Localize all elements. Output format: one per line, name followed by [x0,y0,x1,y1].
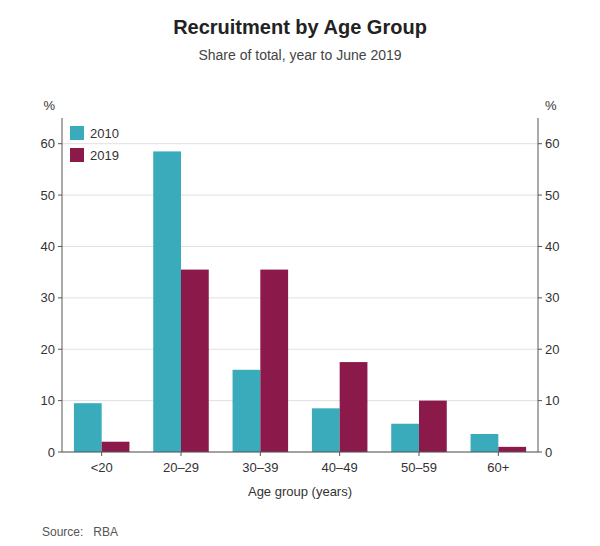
legend-swatch [70,148,84,162]
y2-tick [538,400,542,401]
grid-line [62,246,538,247]
y2-axis-line [538,118,539,452]
y-tick [58,195,62,196]
bar [471,434,499,452]
x-tick [181,452,182,456]
y2-tick-label: 0 [545,445,552,460]
grid-line [62,349,538,350]
grid-line [62,195,538,196]
y2-tick [538,297,542,298]
x-tick-label: 30–39 [242,460,278,475]
x-axis-label: Age group (years) [248,484,352,499]
bars [74,151,526,452]
y2-tick-label: 60 [545,136,559,151]
y2-tick-label: 30 [545,290,559,305]
grid-line [62,400,538,401]
grid [62,144,538,452]
x-tick [498,452,499,456]
x-tick-label: 20–29 [163,460,199,475]
bar [153,151,181,452]
x-tick-label: 50–59 [401,460,437,475]
y-tick [58,143,62,144]
y2-tick [538,349,542,350]
bar [181,270,209,452]
y-tick-label: 30 [41,290,55,305]
y2-tick-label: 50 [545,188,559,203]
y-tick-label: 50 [41,188,55,203]
bar [391,424,419,452]
x-tick [339,452,340,456]
y-axis-label: % [43,98,55,113]
x-tick [101,452,102,456]
y2-tick-label: 10 [545,393,559,408]
x-axis-line [62,452,538,453]
y-tick [58,246,62,247]
x-tick [419,452,420,456]
grid-line [62,297,538,298]
title: Recruitment by Age Group [173,16,427,38]
y-tick-label: 20 [41,342,55,357]
grid-line [62,143,538,144]
source: Source: RBA [42,525,118,539]
bar [74,403,102,452]
y-tick [58,349,62,350]
chart-svg: Recruitment by Age Group Share of total, … [0,0,600,546]
y-tick-label: 60 [41,136,55,151]
y-tick-label: 0 [48,445,55,460]
y-tick-label: 10 [41,393,55,408]
y-tick [58,297,62,298]
bar [102,442,130,452]
legend-label: 2019 [90,148,119,163]
x-tick-label: 40–49 [322,460,358,475]
bar [312,408,340,452]
y-tick-label: 40 [41,239,55,254]
bar [498,447,526,452]
chart-container: Recruitment by Age Group Share of total, … [0,0,600,546]
y2-tick-label: 40 [545,239,559,254]
legend: 2010 2019 [70,126,119,163]
y-tick [58,452,62,453]
legend-swatch [70,126,84,140]
y-tick [58,400,62,401]
y2-tick-label: 20 [545,342,559,357]
bar [233,370,261,452]
y2-tick [538,195,542,196]
bar [260,270,288,452]
x-tick-label: <20 [91,460,113,475]
y2-tick [538,452,542,453]
bar [419,401,447,452]
legend-label: 2010 [90,126,119,141]
y2-tick [538,143,542,144]
bar [340,362,368,452]
grid-line [62,452,538,453]
subtitle: Share of total, year to June 2019 [198,47,401,63]
x-tick [260,452,261,456]
y2-axis-label: % [545,98,557,113]
y-axis-line [62,118,63,452]
y2-tick [538,246,542,247]
x-tick-label: 60+ [487,460,509,475]
